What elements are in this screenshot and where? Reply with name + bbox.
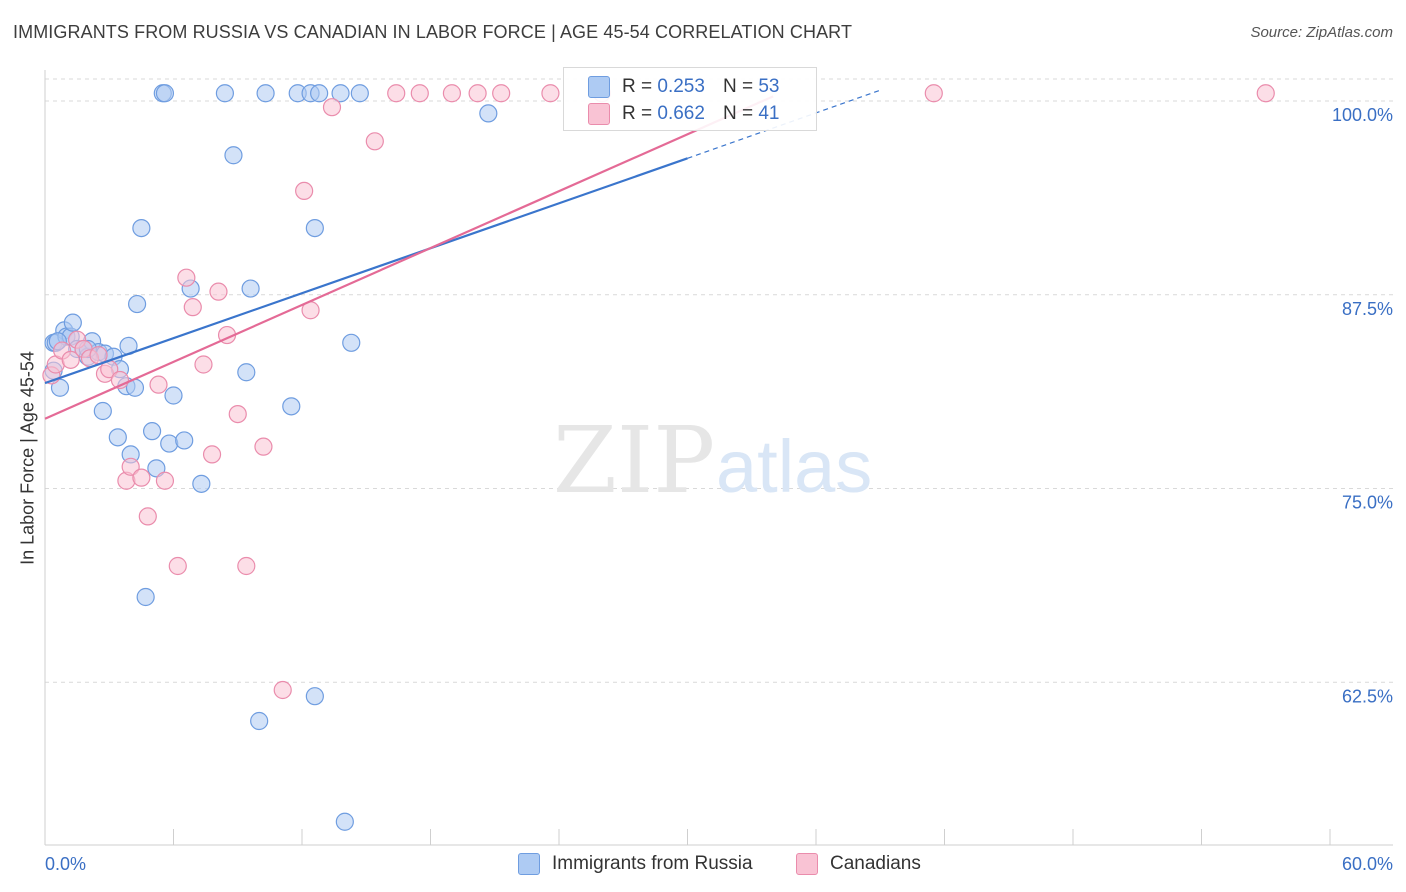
point-canadians xyxy=(492,84,511,103)
n-label: N = xyxy=(722,103,754,124)
point-russia xyxy=(50,378,70,397)
point-russia xyxy=(93,401,112,421)
legend-row-canadians: R = 0.662 N = 41 xyxy=(588,102,779,126)
n-label: N = xyxy=(722,76,754,97)
y-tick-label: 87.5% xyxy=(1342,299,1393,319)
point-canadians xyxy=(387,84,406,103)
point-canadians xyxy=(541,84,560,103)
point-canadians xyxy=(209,282,228,301)
watermark-atlas: atlas xyxy=(716,425,872,508)
point-canadians xyxy=(237,556,256,576)
point-canadians xyxy=(273,680,292,700)
point-canadians xyxy=(183,298,202,317)
legend-row-russia: R = 0.253 N = 53 xyxy=(588,75,779,99)
source-credit: Source: ZipAtlas.com xyxy=(1250,24,1393,41)
n-value-canadians: 41 xyxy=(758,103,780,124)
point-canadians xyxy=(322,98,342,117)
point-canadians xyxy=(155,471,175,490)
point-russia xyxy=(305,687,324,706)
n-value-russia: 53 xyxy=(758,76,780,97)
point-russia xyxy=(331,84,350,103)
stats-legend: R = 0.253 N = 53 R = 0.662 N = 41 xyxy=(563,67,817,131)
point-russia xyxy=(155,84,175,103)
point-russia xyxy=(350,84,369,103)
series-legend-canadians: Canadians xyxy=(796,852,921,876)
point-russia xyxy=(215,84,234,103)
series-swatch-russia xyxy=(518,853,540,875)
point-russia xyxy=(479,104,498,123)
point-canadians xyxy=(138,507,157,526)
point-russia xyxy=(164,386,183,405)
trend-lines xyxy=(44,89,881,420)
tick-labels: 62.5% 75.0% 87.5% 100.0% 0.0% 60.0% xyxy=(45,105,1393,874)
point-canadians xyxy=(410,84,429,103)
r-value-russia: 0.253 xyxy=(657,76,705,97)
point-russia xyxy=(192,474,211,493)
point-canadians xyxy=(924,84,943,103)
legend-swatch-canadians xyxy=(588,103,610,125)
trendline-canadians xyxy=(44,95,774,420)
point-russia xyxy=(142,422,162,441)
point-canadians xyxy=(132,468,151,487)
point-canadians xyxy=(295,181,314,200)
y-tick-label: 75.0% xyxy=(1342,493,1393,513)
y-axis-title: In Labor Force | Age 45-54 xyxy=(17,351,38,565)
data-points xyxy=(42,84,1275,831)
r-label: R = xyxy=(622,103,653,124)
point-russia xyxy=(136,587,155,607)
point-canadians xyxy=(468,84,487,103)
point-russia xyxy=(335,812,354,831)
y-tick-label: 100.0% xyxy=(1332,105,1393,125)
x-tick-label: 60.0% xyxy=(1342,854,1393,874)
point-russia xyxy=(250,711,269,731)
point-canadians xyxy=(121,457,140,476)
point-russia xyxy=(63,313,82,332)
point-canadians xyxy=(202,445,222,464)
axes xyxy=(44,70,1393,846)
point-canadians xyxy=(254,437,273,456)
watermark: ZIP atlas xyxy=(553,407,872,514)
point-russia xyxy=(282,397,301,416)
point-canadians xyxy=(177,268,196,287)
point-russia xyxy=(342,333,361,352)
series-swatch-canadians xyxy=(796,853,818,875)
trendline-russia xyxy=(44,157,688,385)
y-tick-label: 62.5% xyxy=(1342,686,1393,706)
point-canadians xyxy=(442,84,462,103)
point-russia xyxy=(310,84,329,103)
point-russia xyxy=(175,431,194,450)
x-tick-label: 0.0% xyxy=(45,854,86,874)
point-russia xyxy=(237,363,256,382)
point-russia xyxy=(108,428,127,447)
series-label-russia: Immigrants from Russia xyxy=(552,853,753,874)
series-legend-russia: Immigrants from Russia xyxy=(518,852,753,876)
point-canadians xyxy=(1256,84,1275,103)
r-label: R = xyxy=(622,76,653,97)
point-canadians xyxy=(194,355,213,374)
watermark-zip: ZIP xyxy=(553,407,715,514)
point-russia xyxy=(224,146,243,165)
point-canadians xyxy=(228,405,247,424)
point-russia xyxy=(132,219,151,238)
point-canadians xyxy=(149,375,168,394)
point-russia xyxy=(256,84,275,103)
point-canadians xyxy=(61,350,80,369)
point-canadians xyxy=(168,556,187,576)
point-canadians xyxy=(365,132,384,151)
point-russia xyxy=(241,279,260,298)
series-label-canadians: Canadians xyxy=(830,853,921,874)
r-value-canadians: 0.662 xyxy=(657,103,705,124)
point-russia xyxy=(160,434,179,453)
point-russia xyxy=(305,219,324,238)
point-russia xyxy=(147,459,166,478)
chart-title: IMMIGRANTS FROM RUSSIA VS CANADIAN IN LA… xyxy=(13,22,853,42)
legend-swatch-russia xyxy=(588,76,610,98)
point-russia xyxy=(127,294,147,314)
